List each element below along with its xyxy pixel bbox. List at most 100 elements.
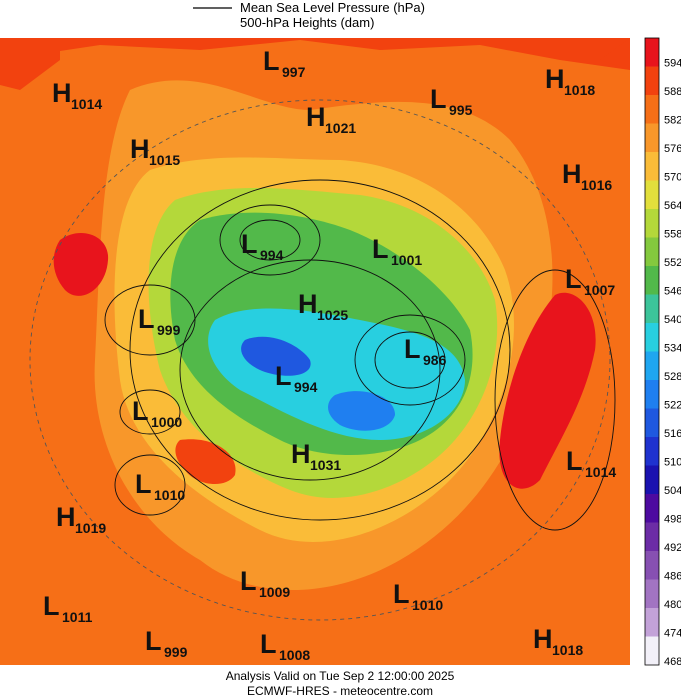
system-letter: L xyxy=(263,46,280,76)
colorbar-label: 546 xyxy=(664,286,681,298)
colorbar-cell xyxy=(645,38,659,67)
colorbar-label: 486 xyxy=(664,571,681,583)
colorbar-label: 594 xyxy=(664,58,681,70)
colorbar-cell xyxy=(645,123,659,152)
colorbar-label: 522 xyxy=(664,400,681,412)
colorbar-cell xyxy=(645,380,659,409)
colorbar-frame xyxy=(644,37,660,666)
system-letter: L xyxy=(240,566,257,596)
band xyxy=(241,336,311,376)
system-value: 999 xyxy=(157,322,181,338)
colorbar-cell xyxy=(645,237,659,266)
system-letter: L xyxy=(43,591,60,621)
system-letter: H xyxy=(306,102,326,132)
colorbar-cell xyxy=(645,266,659,295)
colorbar-label: 540 xyxy=(664,314,681,326)
colorbar-cell xyxy=(645,494,659,523)
system-letter: H xyxy=(298,289,318,319)
pressure-system: L 1009 xyxy=(240,566,290,600)
system-letter: L xyxy=(372,234,389,264)
system-letter: L xyxy=(275,361,292,391)
pressure-system: L 1010 xyxy=(135,469,185,503)
system-value: 1000 xyxy=(151,414,182,430)
footer-valid: Analysis Valid on Tue Sep 2 12:00:00 202… xyxy=(226,669,455,683)
colorbar-cell xyxy=(645,351,659,380)
colorbar-label: 480 xyxy=(664,599,681,611)
system-value: 1011 xyxy=(62,609,93,625)
system-value: 986 xyxy=(423,352,447,368)
colorbar-label: 504 xyxy=(664,485,681,497)
system-letter: L xyxy=(566,446,583,476)
pressure-system: L 997 xyxy=(263,46,306,80)
pressure-system: L 995 xyxy=(430,84,473,118)
system-value: 1025 xyxy=(317,307,348,323)
pressure-system: L 986 xyxy=(404,334,447,368)
colorbar-cell xyxy=(645,465,659,494)
colorbar-cell xyxy=(645,608,659,637)
colorbar-label: 474 xyxy=(664,628,681,640)
system-letter: H xyxy=(56,502,76,532)
system-value: 995 xyxy=(449,102,473,118)
pressure-system: L 994 xyxy=(275,361,318,395)
system-value: 994 xyxy=(294,379,318,395)
band xyxy=(499,292,596,489)
pressure-system: H 1018 xyxy=(533,624,583,658)
colorbar-cell xyxy=(645,294,659,323)
colorbar-label: 564 xyxy=(664,200,681,212)
system-value: 1014 xyxy=(585,464,616,480)
system-value: 1016 xyxy=(581,177,612,193)
system-value: 1021 xyxy=(325,120,356,136)
system-letter: H xyxy=(562,159,582,189)
system-value: 1007 xyxy=(584,282,615,298)
pressure-system: L 999 xyxy=(145,626,188,660)
pressure-system: L 1011 xyxy=(43,591,93,625)
pressure-system: H 1018 xyxy=(545,64,595,98)
system-letter: H xyxy=(545,64,565,94)
system-letter: L xyxy=(565,264,582,294)
footer-source: ECMWF-HRES - meteocentre.com xyxy=(247,684,433,698)
pressure-system: L 1001 xyxy=(372,234,422,268)
colorbar-label: 468 xyxy=(664,656,681,668)
pressure-system: H 1021 xyxy=(306,102,356,136)
system-letter: L xyxy=(132,396,149,426)
pressure-system: L 1000 xyxy=(132,396,182,430)
system-letter: L xyxy=(393,579,410,609)
colorbar-cell xyxy=(645,66,659,95)
system-letter: L xyxy=(138,304,155,334)
colorbar-label: 528 xyxy=(664,371,681,383)
colorbar-cell xyxy=(645,551,659,580)
pressure-system: H 1031 xyxy=(291,439,341,473)
colorbar-cell xyxy=(645,522,659,551)
colorbar-label: 498 xyxy=(664,514,681,526)
colorbar-cell xyxy=(645,180,659,209)
band xyxy=(175,439,236,485)
system-value: 997 xyxy=(282,64,306,80)
pressure-system: L 994 xyxy=(241,229,284,263)
pressure-system: H 1019 xyxy=(56,502,106,536)
system-value: 1010 xyxy=(412,597,443,613)
colorbar-cell xyxy=(645,636,659,665)
colorbar-label: 492 xyxy=(664,542,681,554)
legend-heights: 500-hPa Heights (dam) xyxy=(240,15,374,30)
pressure-system: L 1010 xyxy=(393,579,443,613)
system-letter: L xyxy=(135,469,152,499)
system-letter: H xyxy=(291,439,311,469)
system-value: 1018 xyxy=(552,642,583,658)
pressure-system: H 1014 xyxy=(52,78,102,112)
colorbar-cell xyxy=(645,95,659,124)
colorbar-cell xyxy=(645,437,659,466)
system-letter: H xyxy=(130,134,150,164)
system-letter: H xyxy=(52,78,72,108)
system-value: 1009 xyxy=(259,584,290,600)
system-value: 994 xyxy=(260,247,284,263)
system-letter: H xyxy=(533,624,553,654)
legend-mslp: Mean Sea Level Pressure (hPa) xyxy=(240,0,425,15)
pressure-system: H 1016 xyxy=(562,159,612,193)
colorbar-cell xyxy=(645,152,659,181)
system-letter: L xyxy=(260,629,277,659)
colorbar-label: 516 xyxy=(664,428,681,440)
system-letter: L xyxy=(404,334,421,364)
band xyxy=(53,232,109,296)
pressure-system: L 1014 xyxy=(566,446,616,480)
